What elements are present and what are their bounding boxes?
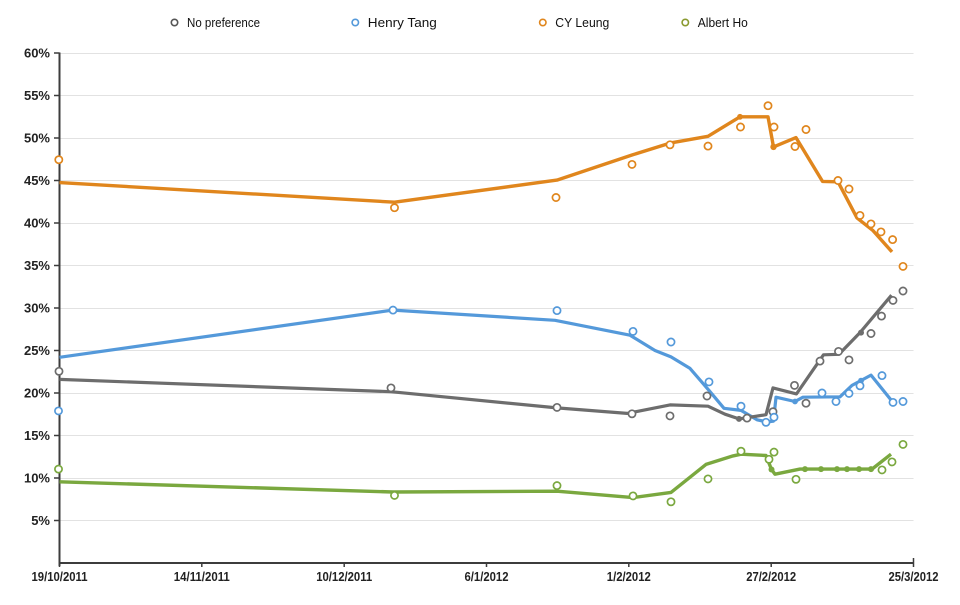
- svg-text:15%: 15%: [24, 428, 50, 443]
- svg-text:1/2/2012: 1/2/2012: [607, 569, 651, 584]
- svg-text:55%: 55%: [24, 88, 50, 103]
- svg-text:19/10/2011: 19/10/2011: [32, 569, 88, 584]
- svg-text:50%: 50%: [24, 131, 50, 146]
- svg-text:25/3/2012: 25/3/2012: [889, 569, 939, 584]
- svg-text:Albert Ho: Albert Ho: [698, 15, 748, 30]
- svg-text:40%: 40%: [24, 216, 50, 231]
- svg-text:14/11/2011: 14/11/2011: [174, 569, 230, 584]
- svg-text:60%: 60%: [24, 46, 50, 61]
- svg-text:27/2/2012: 27/2/2012: [746, 569, 796, 584]
- svg-text:10%: 10%: [24, 471, 50, 486]
- svg-text:5%: 5%: [31, 513, 50, 528]
- svg-text:20%: 20%: [24, 386, 50, 401]
- svg-text:10/12/2011: 10/12/2011: [316, 569, 372, 584]
- svg-text:Henry Tang: Henry Tang: [368, 15, 437, 30]
- svg-text:No preference: No preference: [187, 15, 260, 30]
- svg-text:25%: 25%: [24, 343, 50, 358]
- svg-text:6/1/2012: 6/1/2012: [465, 569, 509, 584]
- svg-text:35%: 35%: [24, 258, 50, 273]
- svg-text:30%: 30%: [24, 301, 50, 316]
- svg-text:45%: 45%: [24, 173, 50, 188]
- svg-text:CY Leung: CY Leung: [555, 15, 609, 30]
